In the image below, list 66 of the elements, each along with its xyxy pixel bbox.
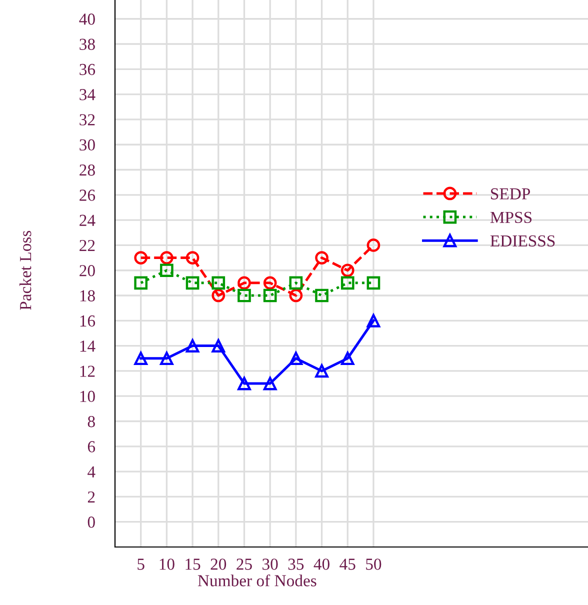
y-tick-label: 32 bbox=[80, 114, 95, 126]
x-tick-label: 30 bbox=[262, 558, 278, 570]
y-tick-label: 40 bbox=[79, 14, 95, 25]
y-tick-label: 22 bbox=[80, 240, 95, 251]
y-tick-label: 10 bbox=[80, 390, 95, 402]
point bbox=[160, 251, 174, 264]
point bbox=[340, 276, 354, 290]
y-tick-label: 14 bbox=[80, 340, 96, 352]
y-tick-label: 4 bbox=[88, 466, 96, 478]
legend-label: EDIESSS bbox=[490, 235, 555, 247]
point bbox=[340, 352, 354, 366]
x-tick-label: 15 bbox=[186, 558, 200, 570]
y-tick-label: 28 bbox=[80, 164, 95, 176]
legend-label: MPSS bbox=[490, 212, 532, 224]
point bbox=[315, 364, 328, 378]
y-tick-label: 26 bbox=[80, 190, 96, 201]
y-tick-label: 24 bbox=[80, 214, 96, 226]
y-tick-label: 30 bbox=[80, 139, 95, 151]
point bbox=[238, 288, 251, 302]
point bbox=[263, 288, 277, 302]
x-axis-title: Number of Nodes bbox=[198, 574, 316, 586]
x-tick-label: 50 bbox=[366, 558, 382, 570]
y-tick-label: 0 bbox=[88, 516, 95, 528]
y-axis-title: Packet Loss bbox=[19, 230, 32, 310]
point bbox=[186, 251, 200, 264]
point bbox=[160, 264, 174, 278]
y-tick-label: 2 bbox=[88, 491, 95, 502]
x-tick-label: 35 bbox=[288, 558, 304, 570]
point bbox=[366, 276, 380, 290]
y-tick-label: 16 bbox=[80, 315, 96, 327]
y-tick-label: 38 bbox=[80, 38, 95, 50]
point bbox=[134, 276, 148, 290]
y-tick-label: 20 bbox=[80, 265, 95, 276]
point bbox=[212, 276, 226, 290]
legend-label: SEDP bbox=[491, 188, 530, 200]
x-tick-label: 40 bbox=[314, 558, 330, 570]
point bbox=[238, 376, 251, 390]
point bbox=[263, 376, 277, 390]
point bbox=[366, 238, 380, 252]
point bbox=[289, 276, 303, 290]
x-tick-label: 10 bbox=[160, 558, 174, 570]
x-tick-label: 20 bbox=[210, 558, 226, 570]
x-tick-label: 45 bbox=[340, 558, 356, 570]
point bbox=[263, 276, 277, 290]
x-tick-label: 5 bbox=[138, 558, 144, 570]
y-tick-label: 18 bbox=[80, 290, 95, 302]
point bbox=[315, 251, 328, 264]
x-tick-label: 25 bbox=[236, 558, 252, 570]
point bbox=[340, 264, 354, 278]
point bbox=[238, 276, 251, 290]
point bbox=[186, 276, 200, 290]
point bbox=[289, 288, 303, 302]
point bbox=[366, 314, 380, 328]
point bbox=[315, 288, 328, 302]
y-tick-label: 12 bbox=[80, 366, 95, 377]
point bbox=[134, 251, 148, 264]
point bbox=[186, 339, 200, 352]
y-tick-label: 34 bbox=[80, 89, 96, 100]
point bbox=[289, 352, 303, 366]
y-tick-label: 36 bbox=[80, 64, 96, 76]
point bbox=[160, 352, 174, 366]
y-tick-label: 8 bbox=[88, 416, 95, 428]
point bbox=[134, 352, 148, 366]
y-tick-label: 6 bbox=[88, 441, 96, 452]
point bbox=[212, 339, 226, 352]
point bbox=[212, 288, 226, 302]
